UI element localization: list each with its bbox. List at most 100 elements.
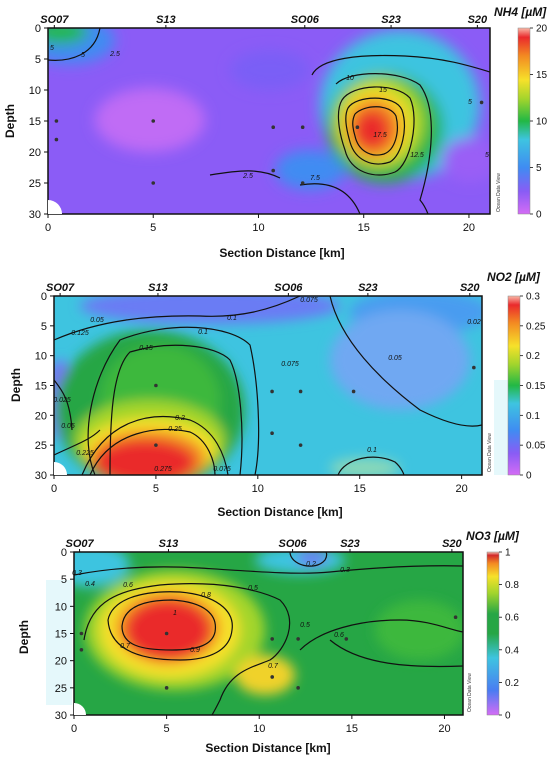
no2-contour-label: 0.02: [467, 319, 481, 326]
no3-colorbar-tick-label: 0.6: [505, 613, 519, 624]
no3-sample-point: [270, 637, 275, 641]
no2-station-label: SO07: [46, 282, 75, 294]
no2-colorbar-tick-label: 0: [526, 471, 532, 482]
nh4-colorbar-tick-label: 10: [536, 117, 548, 128]
no2-sample-point: [270, 389, 274, 394]
no2-sample-point: [154, 383, 158, 388]
no3-contour-label: 0.4: [85, 581, 95, 588]
no3-colorbar-tick-label: 0: [505, 711, 511, 722]
nh4-x-tick-label: 10: [252, 222, 264, 234]
no3-sample-point: [344, 637, 349, 641]
no3-sample-point: [453, 615, 458, 619]
no2-colorbar-tick-label: 0.1: [526, 411, 540, 422]
no3-contour-label: 0.3: [72, 570, 82, 577]
no2-x-tick-label: 10: [252, 483, 264, 495]
no2-station-label: S20: [460, 282, 480, 294]
no2-sample-point: [298, 443, 303, 447]
no3-y-tick-label: 30: [55, 710, 67, 722]
no2-colorbar: [507, 295, 521, 476]
no2-contour-label: 0.125: [71, 330, 89, 337]
no2-station-label: S23: [358, 282, 378, 294]
no2-contour-label: 0.075: [213, 466, 231, 473]
no2-contour-label: 0.1: [198, 329, 208, 336]
nh4-y-tick-label: 5: [35, 54, 41, 66]
nh4-x-tick-label: 5: [150, 222, 156, 234]
nh4-contour-label: 17.5: [373, 132, 387, 139]
no3-y-tick-label: 20: [55, 656, 67, 668]
no3-contour-label: 0.8: [201, 592, 211, 599]
no3-samples: [79, 615, 458, 690]
nh4-watermark: Ocean Data View: [496, 173, 502, 212]
no3-watermark-tint: [46, 580, 72, 705]
no3-watermark: Ocean Data View: [467, 673, 473, 712]
no2-sample-point: [154, 443, 158, 447]
no3-contour-label: 0.7: [120, 643, 131, 650]
no2-contour-label: 0.25: [168, 426, 182, 433]
nh4-sample-point: [54, 119, 59, 123]
nh4-colorbar-tick-label: 15: [536, 70, 548, 81]
no3-x-tick-label: 10: [253, 723, 265, 735]
no2-contour-label: 0.05: [90, 317, 104, 324]
no2-y-axis-label: Depth: [9, 368, 23, 402]
no2-x-tick-label: 0: [51, 483, 57, 495]
nh4-x-tick-label: 15: [358, 222, 370, 234]
nh4-x-axis-label: Section Distance [km]: [219, 246, 344, 260]
nh4-colorbar-tick-label: 5: [536, 163, 542, 174]
nh4-x-tick-label: 0: [45, 222, 51, 234]
no2-sample-point: [270, 431, 274, 436]
no2-y-tick-label: 30: [35, 470, 47, 482]
no2-x-axis-label: Section Distance [km]: [217, 505, 342, 519]
nh4-contour-label: 10: [346, 75, 354, 82]
no3-x-ticks: 0 5 10 15 20: [71, 715, 451, 735]
no3-contour-labels: 0.30.4 0.60.810.90.70.50.50.60.20.30.7: [72, 561, 350, 670]
no2-contour-label: 0.1: [367, 447, 377, 454]
no2-x-ticks: 0 5 10 15 20: [51, 475, 468, 495]
no2-y-tick-label: 25: [35, 440, 47, 452]
nh4-x-ticks: 0 5 10 15 20: [45, 214, 475, 234]
nh4-y-tick-label: 30: [29, 209, 41, 221]
no3-sample-point: [79, 648, 84, 652]
nh4-y-tick-label: 10: [29, 85, 41, 97]
nh4-contour-label: 5: [485, 152, 489, 159]
nh4-sample-point: [54, 137, 59, 142]
no3-colorbar-tick-label: 0.8: [505, 580, 519, 591]
nh4-sample-point: [355, 125, 360, 129]
nh4-y-tick-label: 0: [35, 23, 41, 35]
no2-sample-point: [472, 365, 476, 370]
no3-contour-label: 0.5: [300, 622, 310, 629]
nh4-y-tick-label: 15: [29, 116, 41, 128]
no3-contour-label: 1: [173, 610, 177, 617]
nh4-y-ticks: 0 5 10 15 20 25 30: [29, 23, 48, 221]
no3-sample-point: [164, 631, 169, 636]
no2-y-tick-label: 15: [35, 381, 47, 393]
no3-y-tick-label: 15: [55, 629, 67, 641]
no3-station-label: S20: [442, 538, 462, 550]
nh4-sample-point: [151, 181, 156, 185]
no2-samples: [154, 365, 476, 447]
no2-field: [54, 296, 482, 475]
no2-station-label: S13: [148, 282, 168, 294]
nh4-contour-label: 12.5: [410, 152, 424, 159]
no2-colorbar-ticks: 0 0.05 0.1 0.15 0.2 0.25 0.3: [520, 292, 546, 482]
nh4-station-label: SO07: [40, 14, 69, 26]
no2-y-tick-label: 10: [35, 351, 47, 363]
no2-y-ticks: 0 5 10 15 20 25 30: [35, 291, 54, 482]
no2-watermark: Ocean Data View: [487, 433, 493, 472]
nh4-colorbar: [517, 27, 531, 215]
no3-sample-point: [164, 686, 169, 690]
panel-no2: 0.050.10.10.1250.150.20.250.2250.2750.07…: [9, 270, 546, 519]
no3-station-label: SO07: [65, 538, 94, 550]
no3-colorbar-tick-label: 0.2: [505, 678, 519, 689]
no3-sample-point: [270, 675, 275, 679]
nh4-station-labels: SO07 S13 SO06 S23 S20: [40, 14, 488, 28]
nh4-sample-point: [271, 168, 276, 173]
no3-contour-label: 0.5: [248, 585, 258, 592]
nh4-colorbar-tick-label: 0: [536, 210, 542, 221]
no2-contour-label: 0.2: [175, 415, 185, 422]
no2-title: NO2 [µM]: [487, 270, 541, 284]
no2-contour-label: 0.05: [61, 423, 75, 430]
nh4-x-tick-label: 20: [463, 222, 475, 234]
no2-colorbar-tick-label: 0.2: [526, 351, 540, 362]
no2-y-tick-label: 5: [41, 321, 47, 333]
nh4-station-label: S23: [381, 14, 401, 26]
